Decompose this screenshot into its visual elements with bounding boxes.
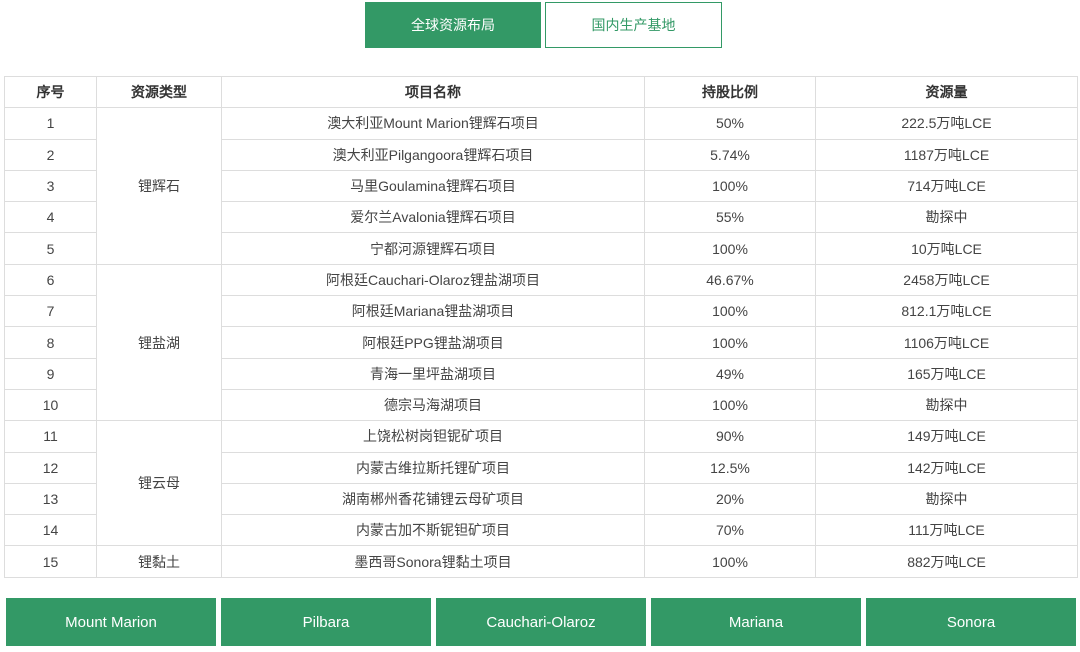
cell-index: 2 (4, 138, 97, 171)
cell-index: 11 (4, 420, 97, 453)
cell-index: 6 (4, 263, 97, 297)
cell-index: 12 (4, 451, 97, 484)
project-buttons: Mount Marion Pilbara Cauchari-Olaroz Mar… (6, 598, 1076, 646)
table-header-row: 序号 资源类型 项目名称 持股比例 资源量 (4, 75, 1078, 109)
cell-share: 46.67% (644, 263, 816, 297)
tab-global-resources[interactable]: 全球资源布局 (365, 2, 541, 48)
cell-project-name: 爱尔兰Avalonia锂辉石项目 (221, 201, 645, 234)
resource-table: 序号 资源类型 项目名称 持股比例 资源量 1 锂辉石 澳大利亚Mount Mari… (4, 75, 1078, 578)
cell-resource-amount: 222.5万吨LCE (815, 107, 1078, 140)
cell-resource-amount: 1106万吨LCE (815, 326, 1078, 359)
table-row: 3 马里Goulamina锂辉石项目 100% 714万吨LCE (4, 169, 1078, 203)
cell-index: 9 (4, 357, 97, 390)
cell-project-name: 内蒙古维拉斯托锂矿项目 (221, 451, 645, 484)
cell-share: 12.5% (644, 451, 816, 484)
cell-project-name: 马里Goulamina锂辉石项目 (221, 169, 645, 203)
cell-share: 100% (644, 232, 816, 265)
table-row: 8 阿根廷PPG锂盐湖项目 100% 1106万吨LCE (4, 326, 1078, 359)
header-index: 序号 (4, 75, 97, 109)
cell-resource-amount: 1187万吨LCE (815, 138, 1078, 171)
cell-index: 10 (4, 388, 97, 422)
cell-share: 100% (644, 295, 816, 328)
cell-project-name: 澳大利亚Mount Marion锂辉石项目 (221, 107, 645, 140)
tab-domestic-bases[interactable]: 国内生产基地 (545, 2, 722, 48)
button-cauchari-olaroz[interactable]: Cauchari-Olaroz (436, 598, 646, 646)
cell-project-name: 宁都河源锂辉石项目 (221, 232, 645, 265)
cell-index: 3 (4, 169, 97, 203)
cell-index: 5 (4, 232, 97, 265)
cell-share: 55% (644, 201, 816, 234)
cell-share: 50% (644, 107, 816, 140)
cell-share: 100% (644, 169, 816, 203)
table-row: 1 锂辉石 澳大利亚Mount Marion锂辉石项目 50% 222.5万吨LCE (4, 107, 1078, 265)
cell-resource-amount: 勘探中 (815, 388, 1078, 422)
cell-share: 100% (644, 388, 816, 422)
button-pilbara[interactable]: Pilbara (221, 598, 431, 646)
cell-resource-type: 锂盐湖 (96, 263, 222, 422)
header-share: 持股比例 (644, 75, 816, 109)
cell-resource-amount: 882万吨LCE (815, 545, 1078, 578)
header-project: 项目名称 (221, 75, 645, 109)
table-row: 4 爱尔兰Avalonia锂辉石项目 55% 勘探中 (4, 201, 1078, 234)
cell-project-name: 青海一里坪盐湖项目 (221, 357, 645, 390)
table-row: 7 阿根廷Mariana锂盐湖项目 100% 812.1万吨LCE (4, 295, 1078, 328)
cell-project-name: 澳大利亚Pilgangoora锂辉石项目 (221, 138, 645, 171)
cell-resource-amount: 714万吨LCE (815, 169, 1078, 203)
cell-index: 13 (4, 482, 97, 516)
header-resource: 资源量 (815, 75, 1078, 109)
cell-share: 70% (644, 514, 816, 547)
cell-resource-amount: 111万吨LCE (815, 514, 1078, 547)
button-sonora[interactable]: Sonora (866, 598, 1076, 646)
cell-project-name: 阿根廷PPG锂盐湖项目 (221, 326, 645, 359)
cell-resource-amount: 2458万吨LCE (815, 263, 1078, 297)
cell-project-name: 上饶松树岗钽铌矿项目 (221, 420, 645, 453)
cell-resource-amount: 142万吨LCE (815, 451, 1078, 484)
cell-project-name: 墨西哥Sonora锂黏土项目 (221, 545, 645, 578)
cell-share: 20% (644, 482, 816, 516)
header-type: 资源类型 (96, 75, 222, 109)
cell-share: 100% (644, 326, 816, 359)
cell-resource-type: 锂云母 (96, 420, 222, 547)
cell-index: 14 (4, 514, 97, 547)
table-row: 5 宁都河源锂辉石项目 100% 10万吨LCE (4, 232, 1078, 265)
cell-project-name: 阿根廷Cauchari-Olaroz锂盐湖项目 (221, 263, 645, 297)
cell-index: 8 (4, 326, 97, 359)
cell-share: 49% (644, 357, 816, 390)
cell-resource-type: 锂辉石 (96, 107, 222, 265)
table-row: 12 内蒙古维拉斯托锂矿项目 12.5% 142万吨LCE (4, 451, 1078, 484)
table-row: 11 锂云母 上饶松树岗钽铌矿项目 90% 149万吨LCE (4, 420, 1078, 547)
table-row: 6 锂盐湖 阿根廷Cauchari-Olaroz锂盐湖项目 46.67% 2458万吨L… (4, 263, 1078, 422)
cell-resource-amount: 勘探中 (815, 201, 1078, 234)
cell-resource-amount: 165万吨LCE (815, 357, 1078, 390)
button-mariana[interactable]: Mariana (651, 598, 861, 646)
table-row: 14 内蒙古加不斯铌钽矿项目 70% 111万吨LCE (4, 514, 1078, 547)
table-row: 9 青海一里坪盐湖项目 49% 165万吨LCE (4, 357, 1078, 390)
cell-share: 5.74% (644, 138, 816, 171)
cell-resource-type: 锂黏土 (96, 545, 222, 578)
cell-project-name: 湖南郴州香花铺锂云母矿项目 (221, 482, 645, 516)
cell-share: 90% (644, 420, 816, 453)
cell-project-name: 德宗马海湖项目 (221, 388, 645, 422)
table-row: 15 锂黏土 墨西哥Sonora锂黏土项目 100% 882万吨LCE (4, 545, 1078, 578)
cell-index: 15 (4, 545, 97, 578)
cell-resource-amount: 149万吨LCE (815, 420, 1078, 453)
cell-resource-amount: 勘探中 (815, 482, 1078, 516)
cell-resource-amount: 10万吨LCE (815, 232, 1078, 265)
cell-resource-amount: 812.1万吨LCE (815, 295, 1078, 328)
cell-index: 1 (4, 107, 97, 140)
cell-share: 100% (644, 545, 816, 578)
cell-index: 4 (4, 201, 97, 234)
cell-project-name: 内蒙古加不斯铌钽矿项目 (221, 514, 645, 547)
cell-project-name: 阿根廷Mariana锂盐湖项目 (221, 295, 645, 328)
cell-index: 7 (4, 295, 97, 328)
button-mount-marion[interactable]: Mount Marion (6, 598, 216, 646)
